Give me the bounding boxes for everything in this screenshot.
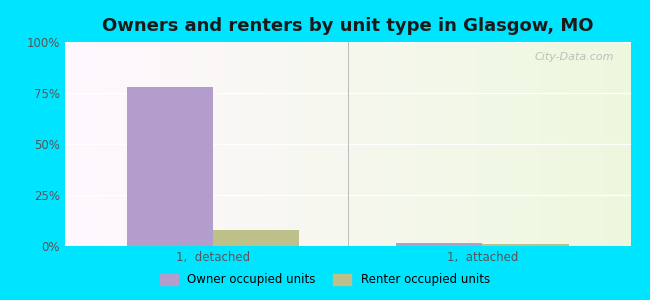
Bar [127,87,213,246]
Title: Owners and renters by unit type in Glasgow, MO: Owners and renters by unit type in Glasg… [102,17,593,35]
Text: City-Data.com: City-Data.com [534,52,614,62]
Legend: Owner occupied units, Renter occupied units: Owner occupied units, Renter occupied un… [155,269,495,291]
Bar [482,244,569,246]
Bar [213,230,299,246]
Bar [396,243,482,246]
